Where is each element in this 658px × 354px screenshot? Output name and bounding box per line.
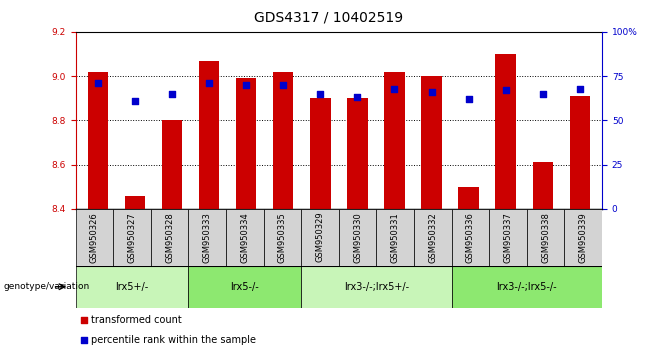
Point [204,80,215,86]
Text: lrx3-/-;lrx5-/-: lrx3-/-;lrx5-/- [497,282,557,292]
Bar [125,195,145,209]
Point [463,96,474,102]
Bar [301,209,339,266]
Text: GSM950331: GSM950331 [391,212,400,263]
Text: lrx3-/-;lrx5+/-: lrx3-/-;lrx5+/- [344,282,409,292]
Point [352,95,363,100]
Bar [113,209,151,266]
Point [426,89,437,95]
Text: transformed count: transformed count [91,315,182,325]
Bar [310,98,330,209]
Text: lrx5-/-: lrx5-/- [230,282,259,292]
Point [93,80,103,86]
Bar [384,72,405,209]
Point [315,91,326,97]
Bar [495,54,516,209]
Bar [565,209,602,266]
Bar [527,209,565,266]
Point [78,337,89,343]
Bar [490,209,527,266]
Bar [273,72,293,209]
Bar [459,187,479,209]
Bar [376,209,414,266]
Text: genotype/variation: genotype/variation [3,282,89,291]
Bar [76,209,113,266]
Point [278,82,288,88]
Text: GSM950334: GSM950334 [240,212,249,263]
Point [241,82,251,88]
Text: GSM950328: GSM950328 [165,212,174,263]
Bar [226,209,264,266]
Bar [188,266,301,308]
Text: percentile rank within the sample: percentile rank within the sample [91,335,257,345]
Bar [414,209,451,266]
Point [130,98,140,104]
Text: GSM950330: GSM950330 [353,212,362,263]
Point [538,91,548,97]
Text: GSM950326: GSM950326 [90,212,99,263]
Point [78,317,89,323]
Text: GSM950335: GSM950335 [278,212,287,263]
Text: GSM950338: GSM950338 [541,212,550,263]
Text: GSM950332: GSM950332 [428,212,438,263]
Point [574,86,585,91]
Text: lrx5+/-: lrx5+/- [115,282,149,292]
Bar [451,266,602,308]
Bar [451,209,490,266]
Bar [199,61,219,209]
Text: GSM950337: GSM950337 [503,212,513,263]
Bar [421,76,442,209]
Text: GDS4317 / 10402519: GDS4317 / 10402519 [255,11,403,25]
Text: GSM950339: GSM950339 [579,212,588,263]
Bar [339,209,376,266]
Bar [151,209,188,266]
Bar [236,78,257,209]
Bar [88,72,108,209]
Point [166,91,177,97]
Bar [532,162,553,209]
Point [501,87,511,93]
Bar [76,266,188,308]
Bar [347,98,368,209]
Point [390,86,400,91]
Bar [570,96,590,209]
Bar [188,209,226,266]
Bar [162,120,182,209]
Bar [301,266,451,308]
Text: GSM950327: GSM950327 [128,212,137,263]
Text: GSM950329: GSM950329 [316,212,324,263]
Text: GSM950333: GSM950333 [203,212,212,263]
Text: GSM950336: GSM950336 [466,212,475,263]
Bar [264,209,301,266]
